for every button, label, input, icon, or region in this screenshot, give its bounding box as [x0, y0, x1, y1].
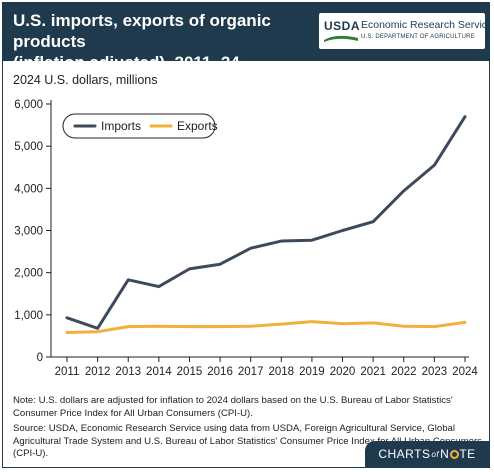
department-name: U.S. DEPARTMENT OF AGRICULTURE	[361, 34, 475, 40]
chart-series	[65, 115, 467, 335]
chart-note: Note: U.S. dollars are adjusted for infl…	[13, 395, 453, 419]
usda-ers-logo[interactable]: USDA Economic Research Service U.S. DEPA…	[319, 13, 489, 49]
x-tick-label: 2011	[55, 366, 80, 378]
chart-title: U.S. imports, exports of organic product…	[13, 10, 323, 73]
title-line-1: U.S. imports, exports of organic product…	[13, 11, 271, 51]
x-tick-label: 2013	[115, 366, 141, 378]
x-tick-label: 2016	[207, 366, 233, 378]
y-tick-label: 5,000	[14, 141, 43, 153]
x-tick-label: 2019	[299, 366, 325, 378]
legend-box	[62, 113, 216, 139]
x-tick-label: 2017	[238, 366, 264, 378]
x-tick-label: 2024	[452, 366, 478, 378]
x-tick-label: 2015	[177, 366, 203, 378]
y-tick-label: 2,000	[14, 268, 43, 280]
chart-axes: 0 1,000 2,000 3,000 4,000 5,000 6,000 2011 2012 2…	[14, 99, 478, 378]
y-tick-label: 4,000	[14, 183, 43, 195]
chart-legend: Imports Exports	[62, 113, 218, 139]
x-tick-label: 2023	[422, 366, 448, 378]
x-tick-label: 2014	[146, 366, 172, 378]
x-tick-label: 2018	[269, 366, 295, 378]
usda-wordmark: USDA	[324, 19, 361, 33]
y-tick-label: 3,000	[14, 226, 43, 238]
agency-name: Economic Research Service	[361, 19, 490, 31]
x-tick-label: 2012	[85, 366, 111, 378]
header-bar: U.S. imports, exports of organic product…	[3, 3, 489, 72]
x-tick-label: 2021	[360, 366, 386, 378]
y-tick-label: 0	[37, 352, 43, 364]
legend-label-exports: Exports	[177, 119, 218, 133]
y-tick-label: 6,000	[14, 99, 43, 111]
brand-of: of	[431, 449, 440, 459]
x-tick-label: 2020	[330, 366, 356, 378]
y-axis-unit-label: 2024 U.S. dollars, millions	[13, 73, 158, 87]
series-line-exports	[65, 320, 467, 335]
chart-card: U.S. imports, exports of organic product…	[2, 2, 490, 468]
brand-charts: CHARTS	[378, 447, 431, 461]
legend-label-imports: Imports	[101, 119, 141, 133]
x-tick-label: 2022	[391, 366, 417, 378]
usda-swoosh-icon	[324, 35, 358, 42]
charts-of-note-logo[interactable]: CHARTS of N TE	[365, 441, 489, 467]
chart-source: Source: USDA, Economic Research Service …	[13, 423, 482, 459]
brand-te: TE	[459, 447, 476, 461]
y-tick-label: 1,000	[14, 310, 43, 322]
title-line-2: (inflation adjusted), 2011–24	[13, 53, 240, 72]
brand-o-icon	[449, 449, 459, 459]
series-line-imports	[65, 115, 467, 330]
brand-n: N	[440, 447, 450, 461]
line-chart: 0 1,000 2,000 3,000 4,000 5,000 6,000 2011 2012 2…	[14, 99, 478, 378]
